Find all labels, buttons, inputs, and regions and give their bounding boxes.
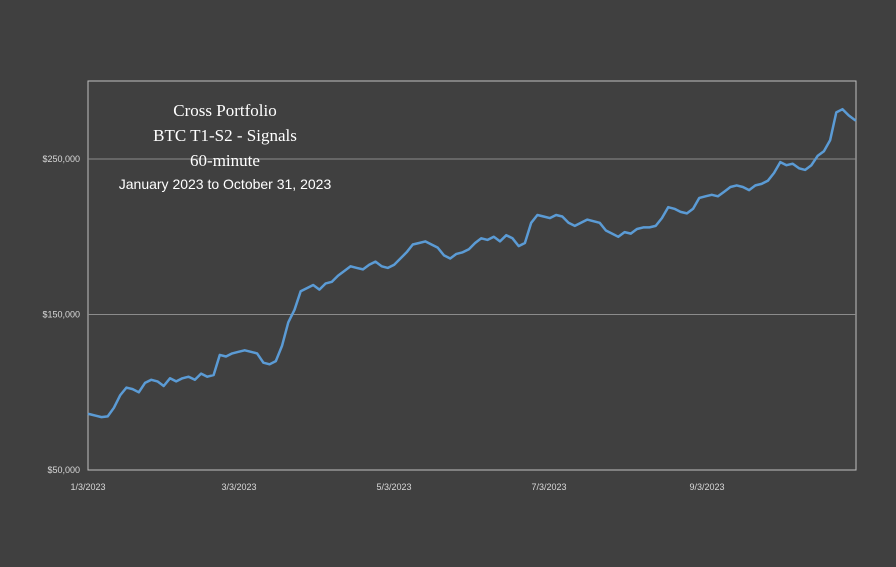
chart-title-line-3: 60-minute [190,151,260,170]
y-tick-label: $50,000 [47,465,80,475]
y-axis-tick-labels: $50,000 $150,000 $250,000 [42,154,80,475]
x-tick-label: 5/3/2023 [376,482,411,492]
chart-title-line-1: Cross Portfolio [173,101,277,120]
plot-area [87,80,857,471]
x-tick-label: 1/3/2023 [70,482,105,492]
chart-subtitle: January 2023 to October 31, 2023 [118,176,332,192]
chart-title-line-2: BTC T1-S2 - Signals [153,126,297,145]
gridlines [88,158,856,315]
chart-title-block: Cross Portfolio BTC T1-S2 - Signals 60-m… [100,98,350,195]
x-axis-tick-labels: 1/3/2023 3/3/2023 5/3/2023 7/3/2023 9/3/2023 [70,482,724,492]
series-line [87,107,857,419]
x-tick-label: 7/3/2023 [531,482,566,492]
y-tick-label: $150,000 [42,310,80,320]
y-tick-label: $250,000 [42,154,80,164]
x-tick-label: 9/3/2023 [689,482,724,492]
x-tick-label: 3/3/2023 [221,482,256,492]
